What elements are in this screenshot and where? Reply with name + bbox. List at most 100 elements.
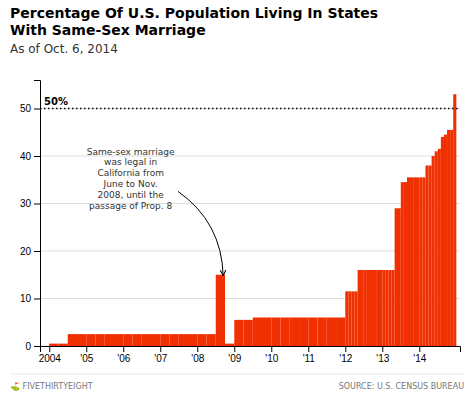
title-line: With Same-Sex Marriage <box>10 22 206 38</box>
bar <box>401 182 404 346</box>
y-axis: 01020304050 <box>20 81 41 352</box>
bar <box>188 334 197 346</box>
x-tick-mark <box>345 346 346 352</box>
x-tick: '08 <box>191 346 204 364</box>
x-tick-label: '14 <box>413 353 426 364</box>
title-line: Percentage Of U.S. Population Living In … <box>10 5 378 21</box>
y-tick: 30 <box>20 198 40 209</box>
bar <box>244 320 253 346</box>
bar <box>351 291 354 346</box>
x-tick-mark <box>86 346 87 352</box>
bar <box>197 334 206 346</box>
x-tick: '11 <box>303 346 316 364</box>
grid-line <box>40 108 460 109</box>
bar <box>262 318 271 347</box>
x-tick-label: '06 <box>117 353 130 364</box>
annotation-line: June to Nov. <box>103 179 158 189</box>
x-tick-label: '11 <box>303 353 316 364</box>
subtitle: As of Oct. 6, 2014 <box>10 42 118 56</box>
x-tick-mark <box>123 346 124 352</box>
x-tick: '09 <box>228 346 241 364</box>
y-tick: 50 <box>20 103 40 114</box>
y-tick: 20 <box>20 246 40 257</box>
x-tick-label: 2004 <box>39 353 62 364</box>
x-tick-mark <box>49 346 50 352</box>
annotation-arrow <box>178 191 223 275</box>
bar <box>225 344 234 346</box>
grid <box>40 109 460 347</box>
bar <box>281 318 290 347</box>
bar <box>432 156 435 346</box>
annotation: Same-sex marriagewas legal inCalifornia … <box>87 147 175 211</box>
bar <box>404 182 407 346</box>
bar <box>271 318 280 347</box>
title: Percentage Of U.S. Population Living In … <box>10 5 378 38</box>
y-tick-label: 30 <box>20 198 32 209</box>
x-tick-mark <box>197 346 198 352</box>
bar <box>358 270 364 346</box>
bar <box>364 270 367 346</box>
bar <box>105 334 114 346</box>
bar <box>373 270 376 346</box>
bar <box>444 135 447 346</box>
bar <box>207 334 216 346</box>
x-tick: 2004 <box>39 346 62 364</box>
x-tick: '10 <box>265 346 278 364</box>
bar <box>453 94 456 346</box>
y-tick-mark <box>34 346 40 347</box>
y-tick-mark <box>34 204 40 205</box>
y-tick-mark <box>34 109 40 110</box>
bar <box>96 334 105 346</box>
marks <box>40 94 460 346</box>
x-axis: 2004'05'06'07'08'09'10'11'12'13'14 <box>39 346 461 364</box>
reference-line <box>40 108 460 110</box>
x-tick-label: '05 <box>80 353 93 364</box>
footer-rule <box>10 374 464 375</box>
x-tick-mark <box>382 346 383 352</box>
reference-label: 50% <box>44 96 68 107</box>
y-tick-mark <box>34 156 40 157</box>
bar <box>410 177 413 346</box>
x-tick: '14 <box>413 346 426 364</box>
bar <box>336 318 345 347</box>
x-tick: '05 <box>80 346 93 364</box>
bar <box>216 275 225 346</box>
annotation-line: was legal in <box>104 157 157 167</box>
x-tick: '12 <box>339 346 352 364</box>
y-tick-mark <box>34 299 40 300</box>
x-tick: '06 <box>117 346 130 364</box>
x-tick-label: '07 <box>154 353 167 364</box>
bar <box>160 334 169 346</box>
x-tick: '07 <box>154 346 167 364</box>
bar <box>447 130 450 346</box>
bar <box>142 334 151 346</box>
annotation-line: Same-sex marriage <box>87 147 175 157</box>
bar <box>86 334 95 346</box>
bar <box>450 130 453 346</box>
bar <box>114 334 123 346</box>
y-tick: 40 <box>20 151 40 162</box>
y-tick-label: 10 <box>20 293 32 304</box>
x-axis-line <box>41 347 461 353</box>
credit: ⛳ FIVETHIRTYEIGHT <box>10 381 93 391</box>
bar <box>376 270 382 346</box>
x-tick-label: '09 <box>228 353 241 364</box>
chart: Percentage Of U.S. Population Living In … <box>0 0 474 396</box>
x-tick-mark <box>419 346 420 352</box>
bar <box>429 166 432 347</box>
source: SOURCE: U.S. CENSUS BUREAU <box>339 382 464 391</box>
y-tick-label: 50 <box>20 103 32 114</box>
x-tick-mark <box>308 346 309 352</box>
bar <box>413 177 419 346</box>
bar <box>133 334 142 346</box>
bar <box>392 270 395 346</box>
bar <box>438 149 441 346</box>
bar <box>419 177 422 346</box>
bar <box>395 208 401 346</box>
x-tick-mark <box>160 346 161 352</box>
x-tick-mark <box>234 346 235 352</box>
bar <box>170 334 179 346</box>
bar <box>59 344 68 346</box>
bar <box>382 270 385 346</box>
annotation-line: 2008, until the <box>98 190 165 200</box>
